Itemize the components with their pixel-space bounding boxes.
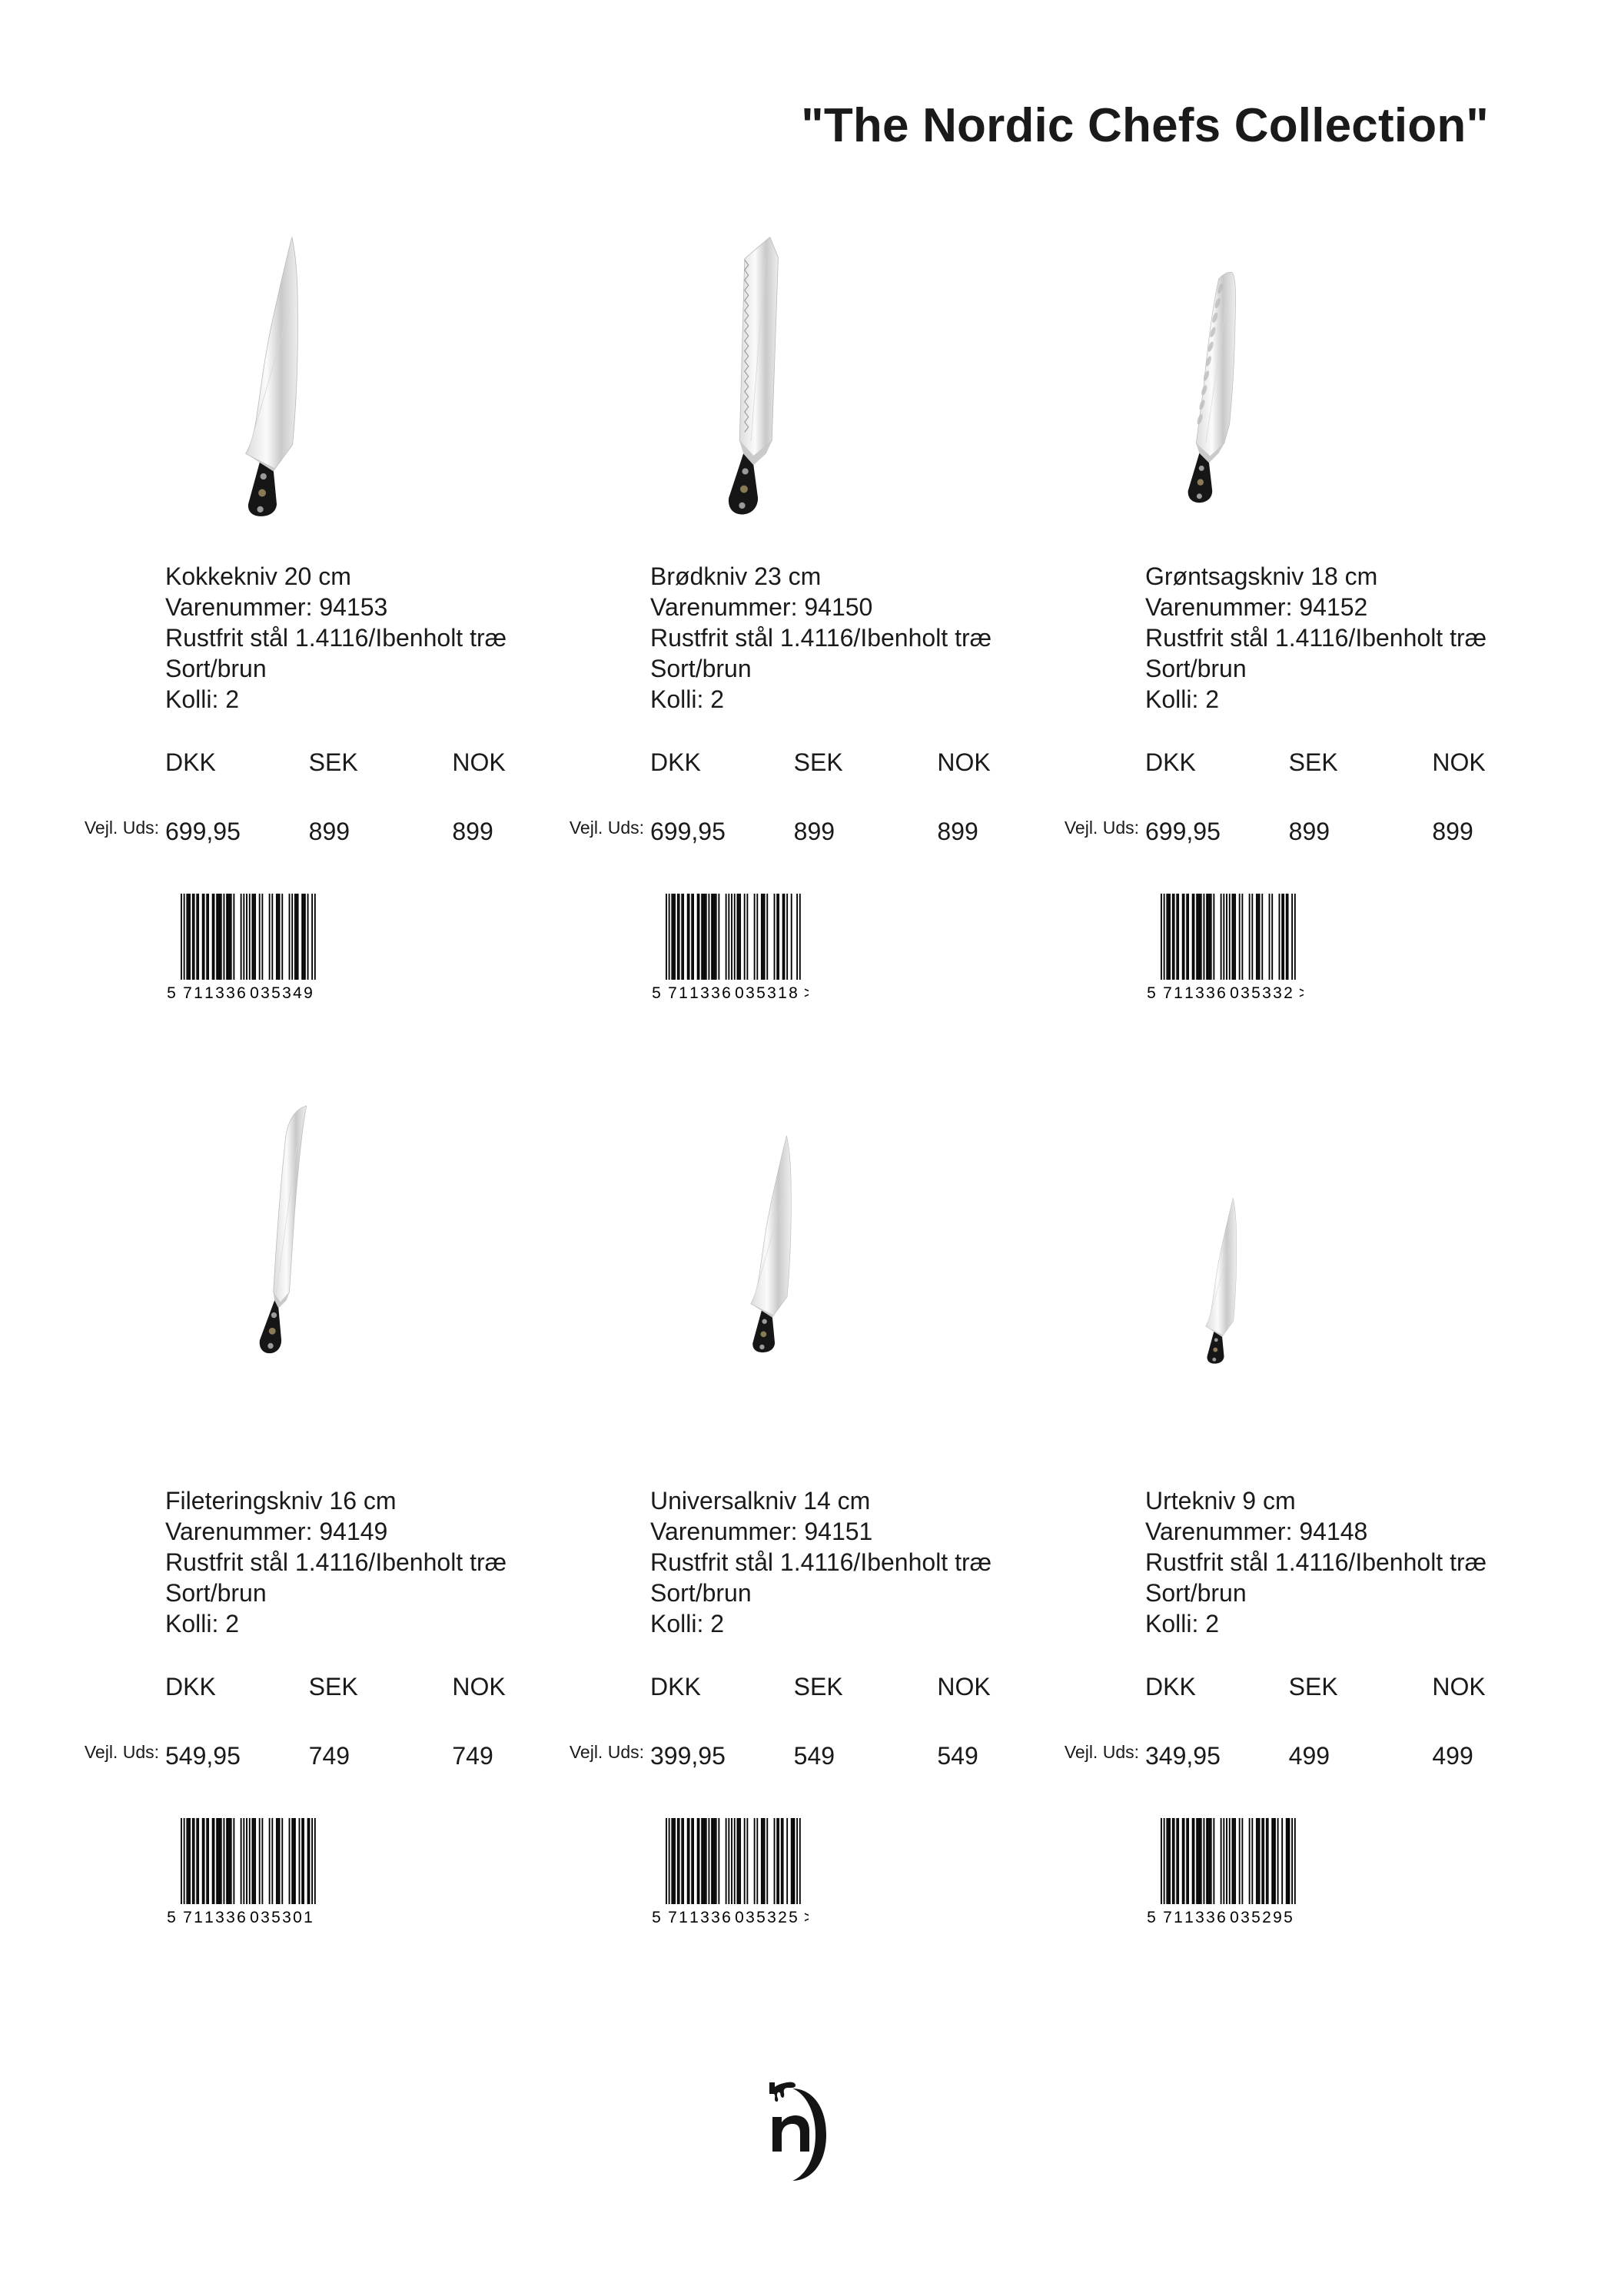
- svg-text:7: 7: [1163, 984, 1172, 1002]
- svg-text:6: 6: [237, 984, 246, 1002]
- svg-text:3: 3: [1241, 984, 1250, 1002]
- svg-text:1: 1: [304, 1909, 313, 1926]
- svg-text:7: 7: [668, 984, 677, 1002]
- svg-text:3: 3: [746, 984, 755, 1002]
- svg-text:6: 6: [237, 1909, 246, 1926]
- svg-text:8: 8: [789, 984, 798, 1002]
- svg-text:1: 1: [194, 1909, 203, 1926]
- svg-text:5: 5: [167, 1909, 176, 1926]
- svg-text:0: 0: [250, 1909, 259, 1926]
- svg-text:5: 5: [1251, 984, 1261, 1002]
- svg-text:5: 5: [652, 1909, 661, 1926]
- svg-text:>: >: [1299, 984, 1304, 1002]
- svg-text:3: 3: [261, 984, 270, 1002]
- svg-text:5: 5: [271, 1909, 281, 1926]
- svg-text:3: 3: [711, 984, 720, 1002]
- svg-text:5: 5: [756, 1909, 766, 1926]
- svg-text:0: 0: [250, 984, 259, 1002]
- svg-text:3: 3: [767, 984, 776, 1002]
- svg-text:1: 1: [1174, 1909, 1183, 1926]
- svg-text:3: 3: [1195, 984, 1204, 1002]
- svg-text:3: 3: [261, 1909, 270, 1926]
- svg-text:3: 3: [1206, 984, 1215, 1002]
- svg-text:3: 3: [215, 1909, 224, 1926]
- svg-text:3: 3: [767, 1909, 776, 1926]
- svg-text:5: 5: [789, 1909, 798, 1926]
- svg-text:>: >: [804, 984, 809, 1002]
- svg-text:3: 3: [700, 984, 709, 1002]
- svg-text:2: 2: [1262, 1909, 1271, 1926]
- svg-text:7: 7: [1163, 1909, 1172, 1926]
- svg-text:1: 1: [1174, 984, 1183, 1002]
- svg-text:4: 4: [293, 984, 302, 1002]
- svg-text:3: 3: [282, 1909, 291, 1926]
- svg-text:2: 2: [1284, 984, 1293, 1002]
- svg-text:5: 5: [1251, 1909, 1261, 1926]
- svg-text:0: 0: [735, 984, 744, 1002]
- svg-text:3: 3: [700, 1909, 709, 1926]
- svg-text:1: 1: [679, 1909, 688, 1926]
- svg-text:5: 5: [167, 984, 176, 1002]
- svg-text:0: 0: [1230, 984, 1239, 1002]
- svg-text:3: 3: [282, 984, 291, 1002]
- svg-text:3: 3: [1206, 1909, 1215, 1926]
- svg-text:0: 0: [735, 1909, 744, 1926]
- svg-text:6: 6: [1217, 1909, 1226, 1926]
- svg-text:2: 2: [778, 1909, 787, 1926]
- svg-text:3: 3: [711, 1909, 720, 1926]
- svg-text:5: 5: [1147, 984, 1156, 1002]
- svg-text:3: 3: [226, 1909, 235, 1926]
- svg-text:1: 1: [204, 1909, 214, 1926]
- svg-text:3: 3: [226, 984, 235, 1002]
- svg-text:1: 1: [194, 984, 203, 1002]
- svg-text:5: 5: [756, 984, 766, 1002]
- svg-text:3: 3: [215, 984, 224, 1002]
- svg-text:6: 6: [1217, 984, 1226, 1002]
- svg-text:1: 1: [204, 984, 214, 1002]
- svg-text:7: 7: [668, 1909, 677, 1926]
- svg-text:3: 3: [1262, 984, 1271, 1002]
- svg-text:6: 6: [722, 984, 731, 1002]
- svg-text:0: 0: [1230, 1909, 1239, 1926]
- svg-text:7: 7: [183, 984, 192, 1002]
- svg-text:6: 6: [722, 1909, 731, 1926]
- svg-text:1: 1: [1184, 984, 1194, 1002]
- svg-text:7: 7: [183, 1909, 192, 1926]
- svg-text:3: 3: [1273, 984, 1282, 1002]
- svg-text:5: 5: [1284, 1909, 1293, 1926]
- svg-text:5: 5: [1147, 1909, 1156, 1926]
- svg-text:1: 1: [778, 984, 787, 1002]
- svg-text:9: 9: [304, 984, 313, 1002]
- svg-text:9: 9: [1273, 1909, 1282, 1926]
- svg-text:0: 0: [293, 1909, 302, 1926]
- svg-text:>: >: [804, 1909, 809, 1926]
- svg-text:3: 3: [746, 1909, 755, 1926]
- svg-text:1: 1: [689, 1909, 699, 1926]
- svg-text:1: 1: [1184, 1909, 1194, 1926]
- svg-text:1: 1: [679, 984, 688, 1002]
- svg-text:5: 5: [652, 984, 661, 1002]
- svg-text:1: 1: [689, 984, 699, 1002]
- svg-text:3: 3: [1241, 1909, 1250, 1926]
- svg-text:3: 3: [1195, 1909, 1204, 1926]
- svg-text:5: 5: [271, 984, 281, 1002]
